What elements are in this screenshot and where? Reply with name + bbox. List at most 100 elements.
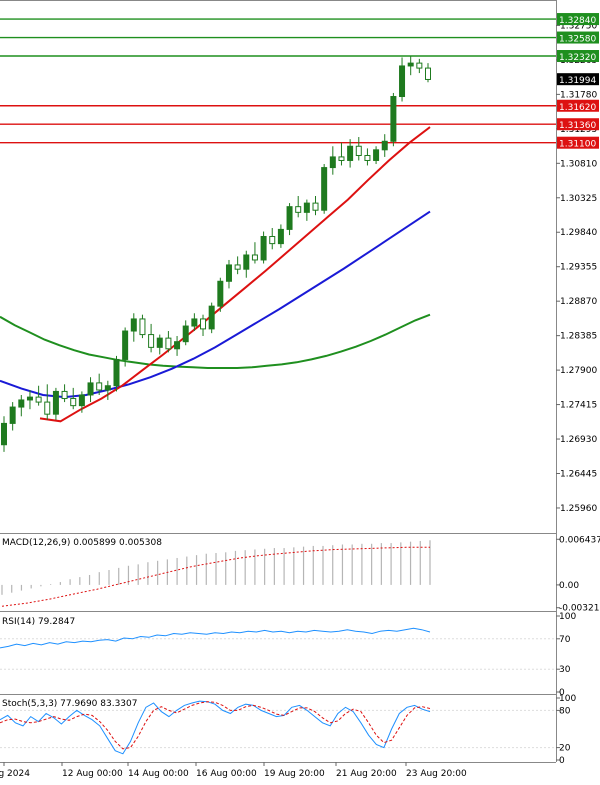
candle-body — [35, 396, 42, 403]
candle-body — [156, 337, 163, 348]
price-panel: 1.327501.322651.317801.312951.308101.303… — [0, 13, 599, 514]
candle-body — [122, 330, 129, 360]
rsi-tick-label-3: 0 — [559, 688, 565, 698]
candle-body — [70, 398, 77, 407]
candle-body — [182, 325, 189, 343]
level-box-3 — [557, 99, 599, 112]
candle-body — [87, 382, 94, 396]
candle-body — [416, 62, 423, 69]
candle-body — [329, 156, 336, 169]
candle-body — [225, 264, 232, 282]
candle-body — [364, 154, 371, 161]
candle-body — [286, 206, 293, 230]
level-box-1 — [557, 31, 599, 44]
candle-body — [399, 65, 406, 98]
price-tick-label-5: 1.30325 — [560, 194, 597, 204]
time-label-1: 12 Aug 00:00 — [62, 769, 123, 779]
current-price-label: 1.31994 — [559, 76, 596, 86]
candle-body — [113, 358, 120, 387]
candle-body — [174, 341, 181, 350]
candle-body — [407, 62, 414, 67]
moving-average-blue-line — [0, 210, 431, 399]
price-tick-label-4: 1.30810 — [560, 159, 597, 169]
price-tick-label-12: 1.26930 — [560, 435, 597, 445]
stoch-panel: 100 80 20 0 — [0, 694, 576, 766]
price-tick-label-11: 1.27415 — [560, 401, 597, 411]
level-label-4: 1.31360 — [559, 121, 596, 131]
candle-body — [78, 394, 85, 407]
macd-tick-label-0: 0.006437 — [559, 535, 600, 545]
candle-body — [26, 396, 33, 401]
candle-body — [295, 206, 302, 213]
candle-body — [269, 236, 276, 245]
candle-body — [165, 337, 172, 350]
price-tick-label-10: 1.27900 — [560, 366, 597, 376]
candle-body — [260, 236, 267, 261]
price-tick-label-6: 1.29840 — [560, 228, 597, 238]
level-box-2 — [557, 50, 599, 63]
candle-body — [303, 202, 310, 213]
candle-body — [61, 390, 68, 400]
stoch-tick-label-0: 100 — [559, 694, 576, 704]
rsi-tick-label-1: 70 — [559, 635, 571, 645]
candle-body — [234, 264, 241, 270]
candle-body — [9, 406, 16, 424]
candle-body — [18, 399, 25, 408]
candle-body — [347, 145, 354, 161]
level-label-1: 1.32580 — [559, 35, 596, 45]
macd-signal-line — [1, 546, 430, 607]
level-label-3: 1.31620 — [559, 103, 596, 113]
candle-body — [139, 318, 146, 336]
rsi-tick-label-2: 30 — [559, 665, 571, 675]
rsi-line — [0, 627, 431, 649]
candle-body — [217, 280, 224, 307]
time-label-3: 16 Aug 00:00 — [196, 769, 257, 779]
price-tick-label-0: 1.32750 — [560, 21, 597, 31]
stoch-title: Stoch(5,3,3) 77.9690 83.3307 — [2, 699, 137, 709]
candle-body — [425, 67, 431, 80]
price-tick-label-14: 1.25960 — [560, 504, 597, 514]
price-tick-label-7: 1.29355 — [560, 263, 597, 273]
stoch-tick-label-3: 0 — [559, 756, 565, 766]
macd-title: MACD(12,26,9) 0.005899 0.005308 — [2, 538, 162, 548]
candle-body — [251, 254, 258, 261]
candle-body — [200, 318, 207, 330]
level-label-2: 1.32320 — [559, 53, 596, 63]
level-label-5: 1.31100 — [559, 140, 596, 150]
candle-body — [52, 390, 59, 415]
candle-body — [312, 202, 319, 211]
time-label-6: 23 Aug 20:00 — [406, 769, 467, 779]
candle-body — [373, 149, 380, 161]
candle-body — [96, 382, 103, 391]
rsi-title: RSI(14) 79.2847 — [2, 617, 75, 627]
time-label-2: 14 Aug 00:00 — [128, 769, 189, 779]
stoch-k-line — [0, 700, 431, 755]
moving-average-red-line — [39, 126, 431, 423]
price-tick-label-8: 1.28870 — [560, 297, 597, 307]
candle-body — [148, 334, 155, 348]
rsi-panel: 100 70 30 0 — [0, 612, 576, 698]
candle-body — [381, 140, 388, 151]
candle-body — [390, 96, 397, 142]
time-label-4: 19 Aug 20:00 — [264, 769, 325, 779]
candle-body — [321, 167, 328, 211]
candle-body — [104, 385, 111, 391]
rsi-tick-label-0: 100 — [559, 612, 576, 622]
candle-body — [277, 228, 284, 245]
price-tick-label-9: 1.28385 — [560, 332, 597, 342]
time-label-5: 21 Aug 20:00 — [336, 769, 397, 779]
candle-body — [44, 401, 51, 415]
level-box-5 — [557, 136, 599, 149]
level-box-0 — [557, 13, 599, 26]
level-box-4 — [557, 118, 599, 131]
stoch-tick-label-2: 20 — [559, 744, 571, 754]
candle-body — [355, 145, 362, 156]
candle-body — [191, 318, 198, 327]
time-axis: 8 Aug 2024 12 Aug 00:00 14 Aug 00:00 16 Aug… — [0, 762, 467, 779]
macd-panel: 0.006437 0.00 -0.003219 — [1, 535, 600, 614]
candle-body — [208, 305, 215, 330]
candle-body — [243, 254, 250, 270]
stoch-tick-label-1: 80 — [559, 706, 571, 716]
